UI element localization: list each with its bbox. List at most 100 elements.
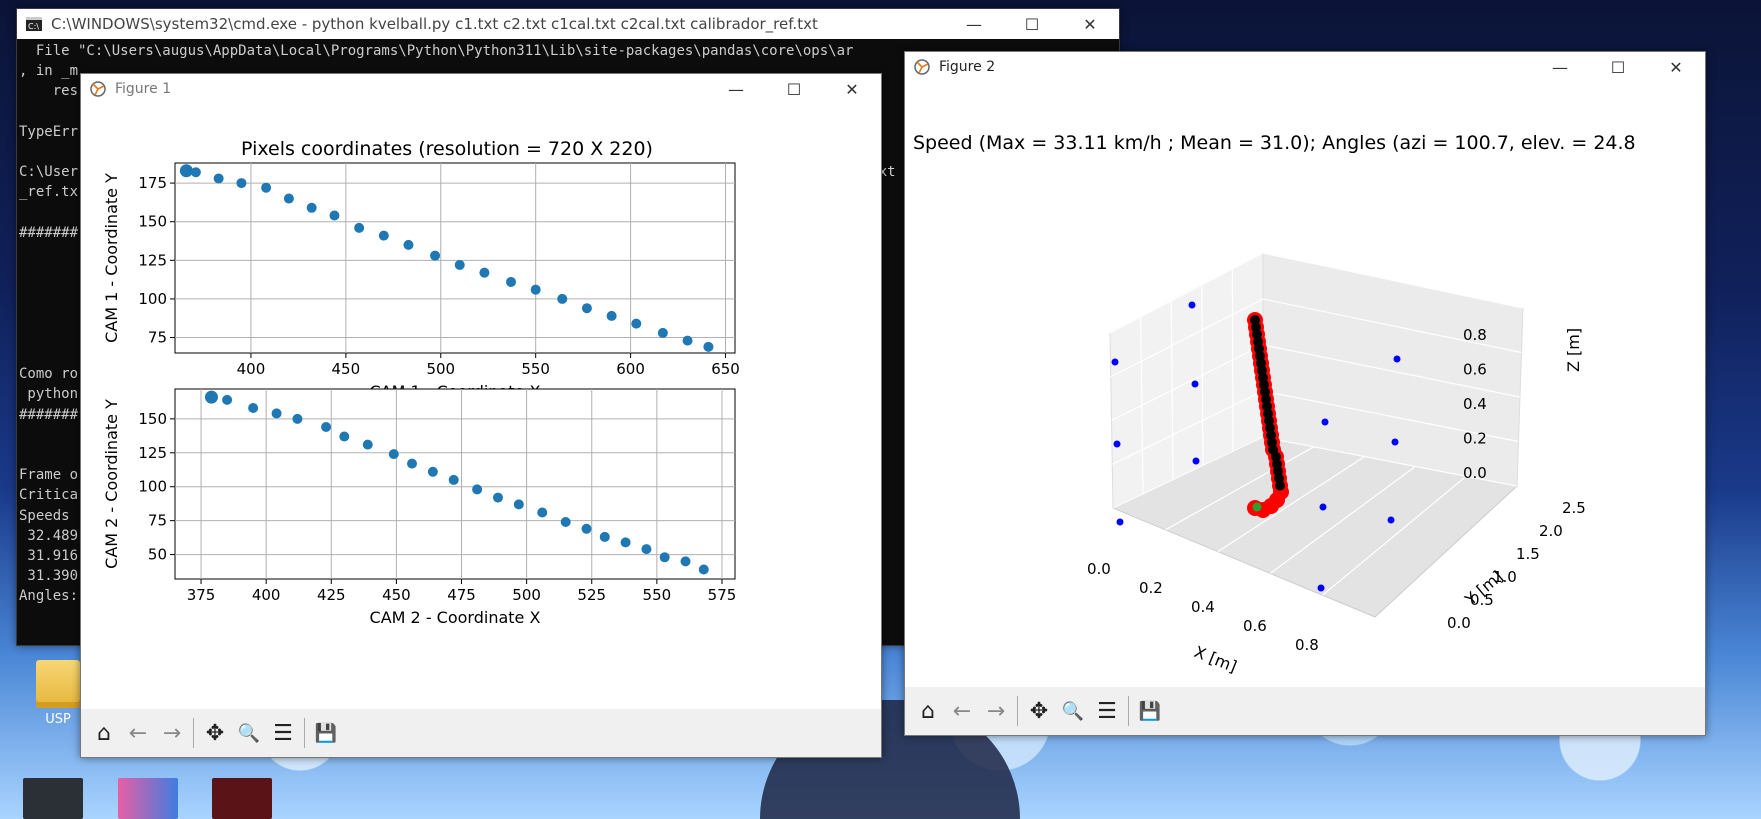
toolbar-separator <box>1128 696 1129 726</box>
forward-button[interactable]: → <box>162 720 182 746</box>
y-tick-label: 150 <box>138 410 167 428</box>
data-point <box>236 178 247 189</box>
y-tick-label: 0.0 <box>1447 614 1471 632</box>
data-point <box>454 259 465 270</box>
taskbar-app-3[interactable] <box>212 778 272 819</box>
start-point <box>1252 502 1262 512</box>
back-button[interactable]: ← <box>952 698 972 724</box>
x-tick-label: 550 <box>643 586 672 604</box>
y-tick-label: 75 <box>148 512 167 530</box>
back-button[interactable]: ← <box>128 720 148 746</box>
save-button[interactable]: 💾 <box>1138 700 1162 722</box>
data-point <box>620 537 631 548</box>
x-tick-label: 400 <box>252 586 281 604</box>
x-axis-label: CAM 2 - Coordinate X <box>370 608 541 627</box>
figure-1-canvas[interactable]: Pixels coordinates (resolution = 720 X 2… <box>81 104 881 709</box>
reference-point <box>1393 355 1401 363</box>
x-tick-label: 500 <box>512 586 541 604</box>
grid-line <box>1231 268 1234 452</box>
console-line: File "C:\Users\augus\AppData\Local\Progr… <box>19 43 854 59</box>
x-tick-label: 550 <box>521 360 550 378</box>
data-point <box>537 507 548 518</box>
maximize-button[interactable]: ☐ <box>1610 57 1626 77</box>
configure-button[interactable]: ☰ <box>1097 698 1117 724</box>
x-tick-label: 450 <box>332 360 361 378</box>
data-point <box>682 335 693 346</box>
figure-2-title: Figure 2 <box>939 59 996 75</box>
toolbar-separator <box>304 718 305 748</box>
console-line: ####### <box>19 224 79 241</box>
maximize-button[interactable]: ☐ <box>786 79 802 99</box>
data-point <box>179 164 193 178</box>
grid-line <box>1112 436 1264 509</box>
cmd-titlebar[interactable]: C:\ C:\WINDOWS\system32\cmd.exe - python… <box>17 9 1119 39</box>
console-line: Speeds <box>19 507 70 524</box>
y-tick-label: 100 <box>138 478 167 496</box>
home-button[interactable]: ⌂ <box>921 698 935 724</box>
zoom-button[interactable]: 🔍 <box>237 722 261 744</box>
data-point <box>378 230 389 241</box>
grid-line <box>1140 316 1144 494</box>
data-point <box>657 327 668 338</box>
console-output[interactable]: File "C:\Users\augus\AppData\Local\Progr… <box>17 39 1119 643</box>
data-point <box>513 499 524 510</box>
grid-line <box>1262 436 1518 487</box>
reference-point <box>1111 358 1119 366</box>
data-point <box>407 458 418 469</box>
reference-point <box>1391 438 1399 446</box>
grid-line <box>1165 446 1315 531</box>
y-tick-label: 2.0 <box>1539 522 1563 540</box>
taskbar-app-2[interactable] <box>118 778 178 819</box>
pan-button[interactable]: ✥ <box>205 720 225 746</box>
reference-point <box>1113 440 1121 448</box>
data-point <box>606 310 617 321</box>
console-line: Como ro <box>19 366 79 383</box>
minimize-button[interactable]: — <box>728 79 744 99</box>
y-tick-label: 125 <box>138 444 167 462</box>
close-button[interactable]: ✕ <box>1083 14 1097 34</box>
close-button[interactable]: ✕ <box>845 79 859 99</box>
configure-button[interactable]: ☰ <box>273 720 293 746</box>
figure-2-toolbar: ⌂ ← → ✥ 🔍 ☰ 💾 <box>905 687 1705 735</box>
data-point <box>339 431 350 442</box>
data-point <box>354 222 365 233</box>
minimize-button[interactable]: — <box>1552 57 1568 77</box>
figure-2-window[interactable]: Figure 2 — ☐ ✕ Speed (Max = 33.11 km/h ;… <box>904 51 1706 736</box>
grid-line <box>1262 252 1524 309</box>
data-point <box>448 474 459 485</box>
data-point <box>248 403 259 413</box>
data-point <box>321 422 332 432</box>
close-button[interactable]: ✕ <box>1669 57 1683 77</box>
data-point <box>329 210 340 221</box>
data-point <box>271 408 282 419</box>
reference-point <box>1188 301 1196 309</box>
console-line: Angles: <box>19 588 79 605</box>
z-tick-label: 0.0 <box>1463 464 1487 482</box>
chart-title: Pixels coordinates (resolution = 720 X 2… <box>241 138 653 160</box>
data-point <box>479 267 490 278</box>
figure-2-titlebar[interactable]: Figure 2 — ☐ ✕ <box>905 52 1705 82</box>
taskbar-app-1[interactable] <box>23 778 83 819</box>
data-point <box>261 182 272 193</box>
zoom-button[interactable]: 🔍 <box>1061 700 1085 722</box>
data-point <box>641 544 652 555</box>
y-tick-label: 50 <box>148 546 167 564</box>
figure-1-titlebar[interactable]: Figure 1 — ☐ ✕ <box>81 74 881 104</box>
forward-button[interactable]: → <box>986 698 1006 724</box>
y-axis-label: CAM 1 - Coordinate Y <box>102 173 121 343</box>
pan-button[interactable]: ✥ <box>1029 698 1049 724</box>
y-tick-label: 1.5 <box>1516 545 1540 563</box>
home-button[interactable]: ⌂ <box>97 720 111 746</box>
x-tick-label: 0.0 <box>1087 560 1111 578</box>
data-point <box>581 523 592 534</box>
desktop-folder-usp[interactable]: USP <box>30 660 86 727</box>
minimize-button[interactable]: — <box>966 14 982 34</box>
data-point <box>506 276 516 287</box>
figure-1-window[interactable]: Figure 1 — ☐ ✕ Pixels coordinates (resol… <box>80 73 882 758</box>
maximize-button[interactable]: ☐ <box>1024 14 1040 34</box>
data-point <box>430 250 441 261</box>
console-line: Critica <box>19 487 79 504</box>
figure-2-canvas[interactable]: Speed (Max = 33.11 km/h ; Mean = 31.0); … <box>905 82 1705 687</box>
save-button[interactable]: 💾 <box>314 722 338 744</box>
console-line: 32.489 <box>19 527 79 544</box>
